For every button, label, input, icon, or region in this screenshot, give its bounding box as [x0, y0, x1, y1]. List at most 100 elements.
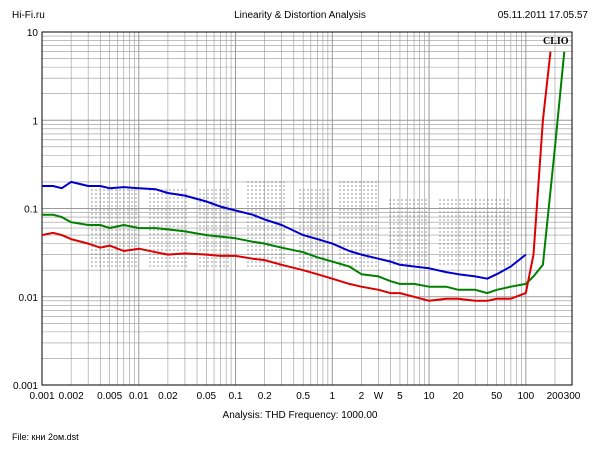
watermark-dot [306, 216, 310, 220]
watermark-dot [396, 250, 400, 254]
watermark-dot [314, 244, 318, 248]
watermark-dot [482, 246, 486, 250]
watermark-dot [420, 214, 424, 218]
watermark-dot [274, 240, 278, 244]
watermark-dot [118, 216, 122, 220]
watermark-dot [370, 204, 374, 208]
watermark-dot [370, 244, 374, 248]
watermark-dot [270, 264, 274, 268]
watermark-dot [374, 200, 378, 204]
watermark-dot [198, 212, 202, 216]
watermark-dot [258, 184, 262, 188]
watermark-dot [180, 204, 184, 208]
watermark-dot [358, 224, 362, 228]
watermark-dot [298, 216, 302, 220]
watermark-dot [466, 258, 470, 262]
watermark-dot [176, 200, 180, 204]
watermark-dot [366, 248, 370, 252]
watermark-dot [310, 204, 314, 208]
watermark-dot [442, 222, 446, 226]
watermark-dot [156, 196, 160, 200]
watermark-dot [424, 234, 428, 238]
watermark-dot [250, 208, 254, 212]
watermark-dot [438, 198, 442, 202]
watermark-dot [362, 224, 366, 228]
y-tick-label: 1 [32, 116, 38, 127]
watermark-dot [482, 258, 486, 262]
watermark-dot [270, 236, 274, 240]
watermark-dot [156, 228, 160, 232]
watermark-dot [172, 188, 176, 192]
watermark-dot [342, 228, 346, 232]
watermark-dot [442, 214, 446, 218]
watermark-dot [350, 188, 354, 192]
watermark-dot [498, 238, 502, 242]
watermark-dot [458, 250, 462, 254]
watermark-dot [222, 216, 226, 220]
watermark-dot [210, 240, 214, 244]
watermark-dot [482, 218, 486, 222]
watermark-dot [130, 216, 134, 220]
watermark-dot [126, 236, 130, 240]
watermark-dot [148, 212, 152, 216]
watermark-dot [94, 196, 98, 200]
watermark-dot [246, 188, 250, 192]
watermark-dot [164, 248, 168, 252]
watermark-dot [400, 254, 404, 258]
watermark-dot [156, 200, 160, 204]
watermark-dot [310, 264, 314, 268]
watermark-dot [114, 240, 118, 244]
watermark-dot [490, 230, 494, 234]
watermark-dot [396, 218, 400, 222]
watermark-dot [466, 246, 470, 250]
watermark-dot [214, 228, 218, 232]
watermark-dot [110, 204, 114, 208]
watermark-dot [102, 260, 106, 264]
watermark-dot [466, 218, 470, 222]
watermark-dot [498, 214, 502, 218]
watermark-dot [206, 248, 210, 252]
watermark-dot [438, 214, 442, 218]
watermark-dot [342, 260, 346, 264]
watermark-dot [198, 236, 202, 240]
watermark-dot [214, 260, 218, 264]
watermark-dot [310, 244, 314, 248]
watermark-dot [210, 196, 214, 200]
watermark-dot [358, 212, 362, 216]
watermark-dot [350, 244, 354, 248]
watermark-dot [214, 192, 218, 196]
watermark-dot [442, 198, 446, 202]
watermark-dot [274, 232, 278, 236]
watermark-dot [274, 204, 278, 208]
watermark-dot [176, 216, 180, 220]
watermark-dot [310, 192, 314, 196]
watermark-dot [94, 188, 98, 192]
watermark-dot [350, 196, 354, 200]
watermark-dot [446, 222, 450, 226]
watermark-dot [94, 204, 98, 208]
watermark-dot [490, 250, 494, 254]
watermark-dot [362, 260, 366, 264]
watermark-dot [282, 192, 286, 196]
watermark-dot [454, 254, 458, 258]
watermark-dot [462, 258, 466, 262]
watermark-dot [350, 232, 354, 236]
watermark-dot [416, 234, 420, 238]
watermark-dot [130, 236, 134, 240]
watermark-dot [206, 188, 210, 192]
watermark-dot [306, 208, 310, 212]
watermark-dot [110, 208, 114, 212]
watermark-dot [106, 264, 110, 268]
watermark-dot [250, 264, 254, 268]
watermark-dot [152, 216, 156, 220]
watermark-dot [358, 188, 362, 192]
watermark-dot [206, 216, 210, 220]
watermark-dot [180, 256, 184, 260]
watermark-dot [106, 196, 110, 200]
watermark-dot [160, 240, 164, 244]
watermark-dot [374, 228, 378, 232]
watermark-dot [266, 184, 270, 188]
watermark-dot [420, 262, 424, 266]
watermark-dot [338, 200, 342, 204]
watermark-dot [354, 232, 358, 236]
